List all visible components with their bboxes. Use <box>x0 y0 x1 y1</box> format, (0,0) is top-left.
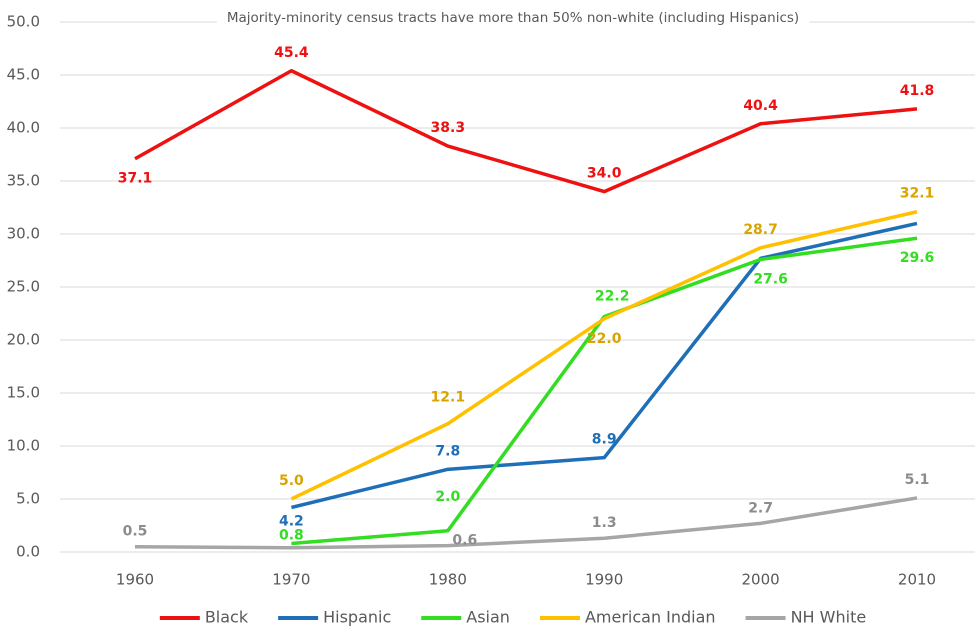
data-label: 32.1 <box>900 186 935 202</box>
x-tick-label: 2000 <box>742 571 780 589</box>
title-background <box>216 6 810 30</box>
data-label: 0.8 <box>279 528 304 544</box>
y-tick-label: 30.0 <box>7 225 40 243</box>
x-tick-label: 1960 <box>116 571 154 589</box>
data-label: 7.8 <box>435 443 460 459</box>
y-tick-label: 40.0 <box>7 119 40 137</box>
series-line <box>290 210 918 501</box>
grid <box>60 21 975 553</box>
y-tick-label: 0.0 <box>16 543 40 561</box>
series-line <box>290 221 918 510</box>
legend-label: Hispanic <box>323 608 391 627</box>
data-label: 5.0 <box>279 473 304 489</box>
data-label: 45.4 <box>274 45 309 61</box>
y-tick-label: 35.0 <box>7 172 40 190</box>
legend: Black Hispanic Asian American Indian NH Whit… <box>159 608 867 627</box>
data-label: 0.5 <box>123 524 148 540</box>
data-label: 2.7 <box>748 500 773 516</box>
legend-label: Asian <box>466 608 510 627</box>
data-label: 40.4 <box>743 98 778 114</box>
y-tick-label: 20.0 <box>7 331 40 349</box>
data-label: 0.6 <box>452 533 477 549</box>
x-tick-label: 1980 <box>429 571 467 589</box>
data-label: 27.6 <box>753 271 788 287</box>
data-label: 28.7 <box>743 222 778 238</box>
data-label: 34.0 <box>587 166 622 182</box>
data-label: 12.1 <box>431 390 466 406</box>
data-label: 5.1 <box>905 472 930 488</box>
series-line <box>134 496 918 550</box>
y-tick-label: 10.0 <box>7 437 40 455</box>
legend-label: Black <box>205 608 249 627</box>
data-label: 4.2 <box>279 513 304 529</box>
data-label: 1.3 <box>592 515 617 531</box>
series-line <box>291 236 918 546</box>
legend-label: NH White <box>791 608 867 627</box>
data-label: 37.1 <box>118 171 153 187</box>
data-label: 22.0 <box>587 331 622 347</box>
series-line <box>134 69 918 194</box>
x-tick-label: 2010 <box>898 571 936 589</box>
chart-title: Majority-minority census tracts have mor… <box>227 10 799 26</box>
y-tick-label: 5.0 <box>16 490 40 508</box>
data-label: 41.8 <box>900 83 935 99</box>
data-label: 22.2 <box>595 289 630 305</box>
y-tick-label: 15.0 <box>7 384 40 402</box>
data-label: 38.3 <box>431 120 466 136</box>
y-tick-label: 25.0 <box>7 278 40 296</box>
y-tick-label: 50.0 <box>7 13 40 31</box>
y-tick-label: 45.0 <box>7 66 40 84</box>
data-label: 2.0 <box>435 489 460 505</box>
x-tick-label: 1970 <box>272 571 310 589</box>
data-label: 29.6 <box>900 250 935 266</box>
legend-label: American Indian <box>585 608 716 627</box>
data-label: 8.9 <box>592 432 617 448</box>
x-tick-label: 1990 <box>585 571 623 589</box>
